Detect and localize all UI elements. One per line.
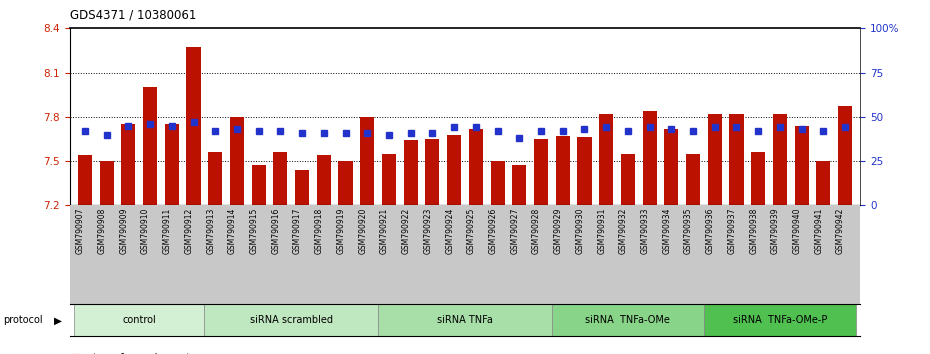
Text: GSM790939: GSM790939 [771, 207, 780, 254]
Bar [794, 126, 809, 205]
Bar [621, 154, 635, 205]
Text: GSM790933: GSM790933 [641, 207, 649, 254]
Text: GSM790942: GSM790942 [836, 207, 845, 254]
Bar [512, 166, 526, 205]
Bar [339, 161, 352, 205]
Bar [360, 117, 375, 205]
Text: ■: ■ [70, 353, 80, 354]
Text: GSM790934: GSM790934 [662, 207, 671, 254]
Text: GSM790925: GSM790925 [467, 207, 476, 254]
Bar [447, 135, 461, 205]
Bar [686, 154, 700, 205]
Text: GSM790930: GSM790930 [576, 207, 584, 254]
Bar [555, 136, 570, 205]
Text: GSM790940: GSM790940 [792, 207, 802, 254]
Bar [534, 139, 548, 205]
Text: transformed count: transformed count [93, 353, 191, 354]
Text: GSM790931: GSM790931 [597, 207, 606, 254]
Text: GSM790935: GSM790935 [684, 207, 693, 254]
Bar [317, 155, 331, 205]
Text: GSM790926: GSM790926 [488, 207, 498, 254]
Bar [578, 137, 591, 205]
Text: GSM790916: GSM790916 [272, 207, 281, 254]
Text: GSM790913: GSM790913 [206, 207, 215, 254]
Text: GSM790911: GSM790911 [163, 207, 172, 253]
Bar [121, 124, 136, 205]
Bar [379, 304, 551, 336]
Text: GSM790918: GSM790918 [315, 207, 324, 253]
Text: siRNA TNFa: siRNA TNFa [437, 315, 493, 325]
Bar [838, 107, 852, 205]
Bar [773, 114, 787, 205]
Text: GSM790938: GSM790938 [750, 207, 758, 254]
Bar [252, 166, 266, 205]
Text: GSM790910: GSM790910 [141, 207, 150, 254]
Text: GSM790924: GSM790924 [445, 207, 454, 254]
Text: siRNA  TNFa-OMe-P: siRNA TNFa-OMe-P [733, 315, 827, 325]
Text: siRNA  TNFa-OMe: siRNA TNFa-OMe [586, 315, 671, 325]
Bar [205, 304, 379, 336]
Bar [74, 304, 205, 336]
Bar [425, 139, 440, 205]
Text: control: control [123, 315, 156, 325]
Text: GSM790919: GSM790919 [337, 207, 346, 254]
Bar [704, 304, 856, 336]
Text: GSM790928: GSM790928 [532, 207, 541, 253]
Text: GSM790908: GSM790908 [98, 207, 107, 254]
Bar [273, 152, 287, 205]
Text: GSM790921: GSM790921 [380, 207, 389, 253]
Bar [708, 114, 722, 205]
Bar [469, 129, 483, 205]
Text: GSM790923: GSM790923 [423, 207, 432, 254]
Bar [643, 111, 657, 205]
Bar [729, 114, 743, 205]
Bar [664, 129, 678, 205]
Bar [599, 114, 613, 205]
Text: GSM790909: GSM790909 [119, 207, 128, 254]
Bar [817, 161, 830, 205]
Text: GSM790912: GSM790912 [184, 207, 193, 253]
Bar [751, 152, 765, 205]
Text: GSM790936: GSM790936 [706, 207, 715, 254]
Text: GSM790920: GSM790920 [358, 207, 367, 254]
Text: GSM790915: GSM790915 [249, 207, 259, 254]
Bar [187, 47, 201, 205]
Bar [100, 161, 113, 205]
Bar [490, 161, 505, 205]
Text: GSM790927: GSM790927 [511, 207, 519, 254]
Text: GSM790917: GSM790917 [293, 207, 302, 254]
Bar [404, 141, 418, 205]
Bar [78, 155, 92, 205]
Bar [230, 117, 244, 205]
Text: GSM790914: GSM790914 [228, 207, 237, 254]
Text: ▶: ▶ [54, 315, 62, 325]
Text: GSM790929: GSM790929 [553, 207, 563, 254]
Bar [165, 124, 179, 205]
Bar [551, 304, 704, 336]
Text: GSM790932: GSM790932 [618, 207, 628, 254]
Bar [295, 170, 309, 205]
Text: GSM790937: GSM790937 [727, 207, 737, 254]
Bar [208, 152, 222, 205]
Text: siRNA scrambled: siRNA scrambled [250, 315, 333, 325]
Text: GSM790907: GSM790907 [76, 207, 85, 254]
Text: GDS4371 / 10380061: GDS4371 / 10380061 [70, 9, 196, 22]
Bar [382, 154, 396, 205]
Bar [143, 87, 157, 205]
Text: protocol: protocol [3, 315, 43, 325]
Text: GSM790941: GSM790941 [815, 207, 823, 254]
Text: GSM790922: GSM790922 [402, 207, 411, 253]
